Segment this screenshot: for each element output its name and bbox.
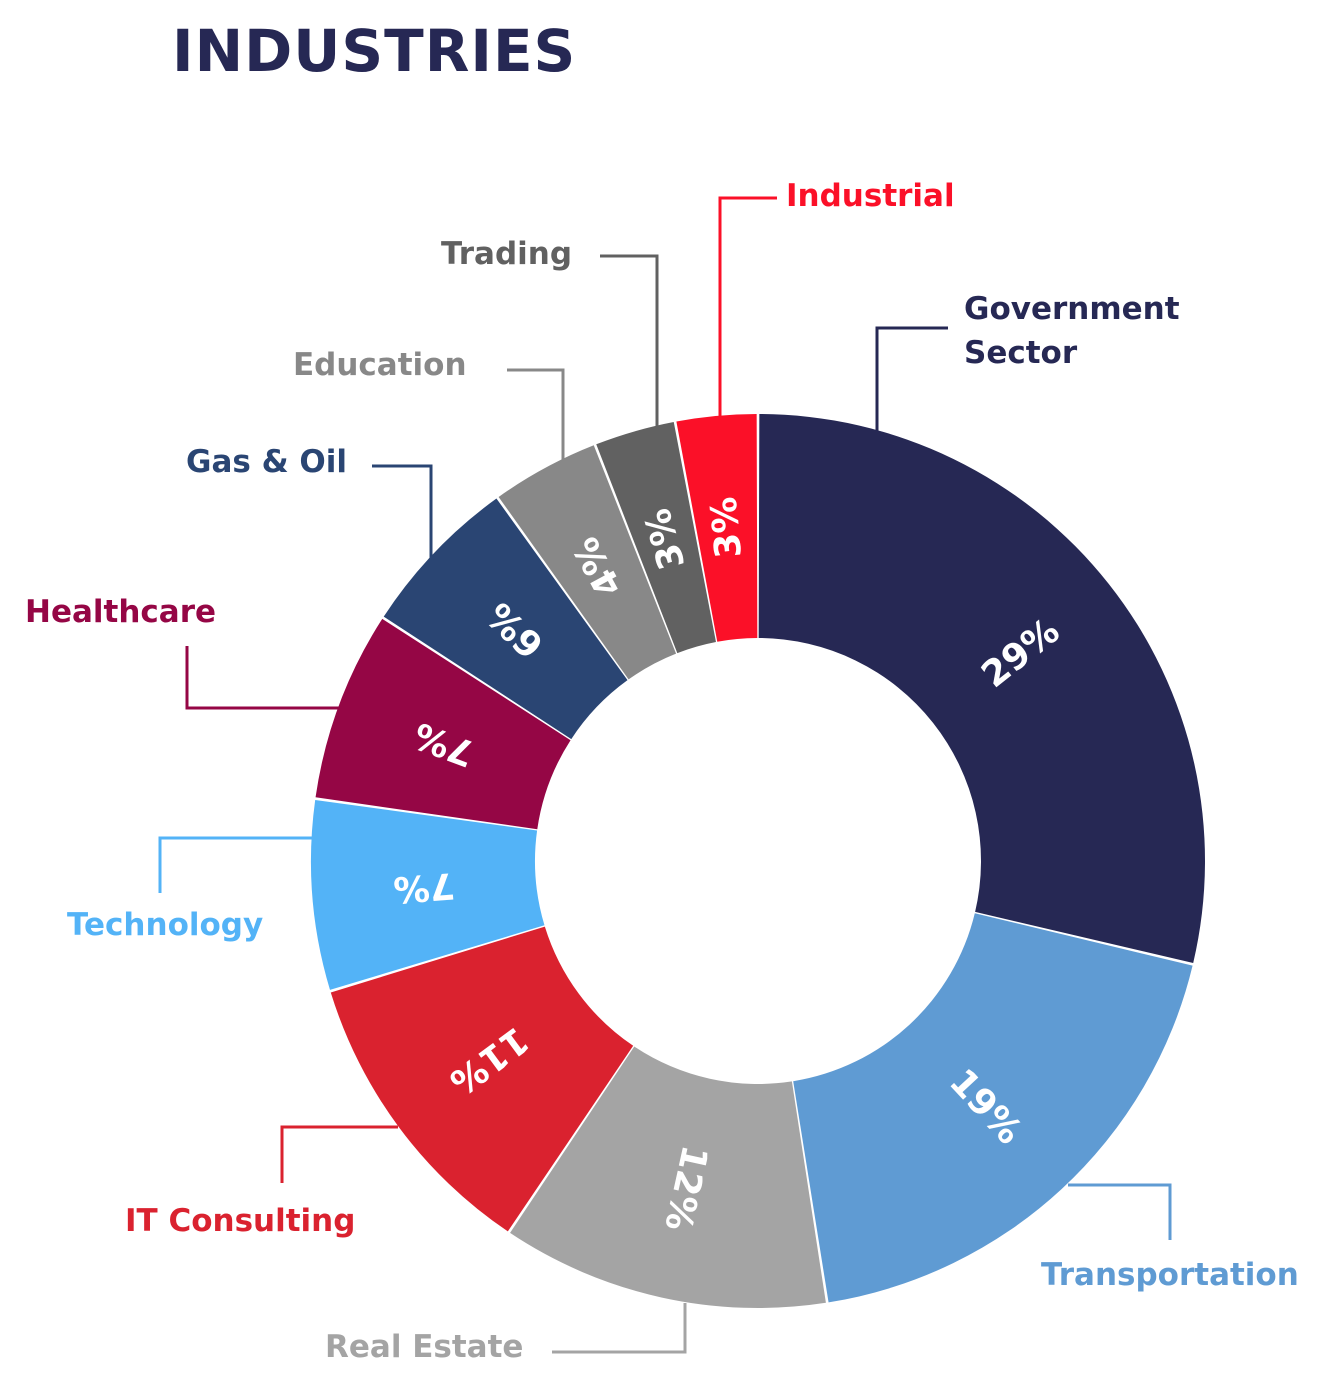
leader-line-technology bbox=[158, 836, 316, 893]
category-label-trading: Trading bbox=[441, 232, 572, 276]
slice-transportation bbox=[793, 913, 1193, 1303]
leader-line-it-consulting bbox=[280, 1125, 398, 1183]
slice-it-consulting bbox=[330, 926, 634, 1232]
category-label-gas-and-oil: Gas & Oil bbox=[186, 440, 347, 484]
category-label-line: Healthcare bbox=[25, 594, 217, 630]
slice-technology bbox=[311, 799, 545, 990]
leader-line-trading bbox=[600, 254, 659, 430]
leader-line-gas-and-oil bbox=[372, 464, 433, 560]
leader-line-government-sector bbox=[875, 326, 948, 433]
slice-trading bbox=[596, 422, 716, 654]
category-label-industrial: Industrial bbox=[786, 174, 955, 218]
category-label-government-sector: Government Sector bbox=[964, 287, 1180, 375]
category-label-line: Real Estate bbox=[325, 1329, 524, 1365]
category-label-transportation: Transportation bbox=[1041, 1253, 1299, 1297]
category-label-line: Education bbox=[293, 347, 467, 383]
donut-slices bbox=[311, 414, 1206, 1308]
slice-gas-and-oil bbox=[383, 498, 628, 740]
category-label-line: Technology bbox=[67, 907, 264, 943]
category-label-technology: Technology bbox=[67, 903, 263, 947]
leader-line-real-estate bbox=[552, 1303, 687, 1354]
category-label-line: Industrial bbox=[786, 178, 955, 214]
chart-title: INDUSTRIES bbox=[172, 17, 577, 85]
category-label-line: Transportation bbox=[1041, 1257, 1299, 1293]
leader-line-healthcare bbox=[185, 646, 340, 710]
category-label-it-consulting: IT Consulting bbox=[125, 1199, 355, 1243]
slice-real-estate bbox=[510, 1046, 826, 1308]
value-label-industrial: 3% bbox=[704, 495, 751, 560]
category-label-healthcare: Healthcare bbox=[25, 590, 216, 634]
category-label-line: Government bbox=[964, 291, 1180, 327]
category-label-education: Education bbox=[293, 343, 467, 387]
leader-line-industrial bbox=[718, 196, 777, 420]
value-label-technology: 7% bbox=[392, 864, 456, 910]
slice-government-sector bbox=[758, 414, 1206, 964]
category-label-real-estate: Real Estate bbox=[325, 1325, 523, 1369]
category-label-line: IT Consulting bbox=[125, 1203, 356, 1239]
slice-healthcare bbox=[315, 618, 571, 830]
leader-line-education bbox=[507, 368, 565, 462]
category-label-line: Trading bbox=[441, 236, 573, 272]
slice-education bbox=[498, 445, 677, 680]
slice-industrial bbox=[676, 414, 758, 642]
leader-lines bbox=[158, 196, 1172, 1354]
leader-line-transportation bbox=[1068, 1183, 1172, 1240]
category-label-line: Gas & Oil bbox=[186, 444, 348, 480]
category-label-line: Sector bbox=[964, 335, 1078, 371]
